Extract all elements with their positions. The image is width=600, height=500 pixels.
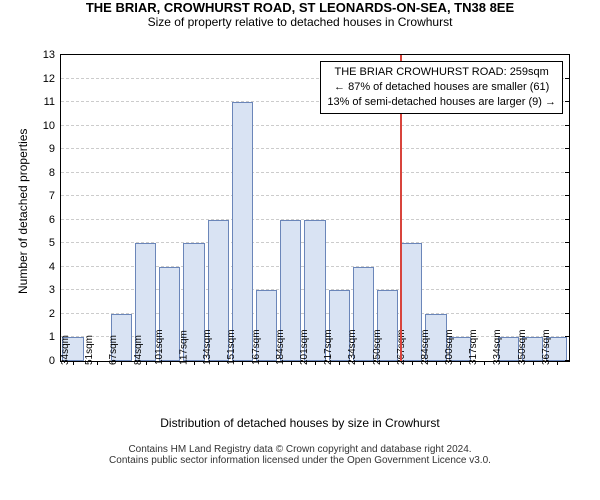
- x-tick-mark: [412, 361, 413, 365]
- y-tick-mark: [565, 148, 570, 149]
- x-tick-mark: [170, 361, 171, 365]
- y-tick-label: 12: [43, 73, 61, 85]
- y-tick-label: 8: [49, 167, 61, 179]
- x-tick-label: 367sqm: [539, 329, 552, 365]
- x-axis-label: Distribution of detached houses by size …: [0, 416, 600, 430]
- x-tick-label: 51sqm: [82, 335, 95, 365]
- y-tick-mark: [565, 313, 570, 314]
- bar-slot: 67sqm: [109, 55, 133, 361]
- y-tick-label: 9: [49, 143, 61, 155]
- x-tick-mark: [339, 361, 340, 365]
- annotation-line-3: 13% of semi-detached houses are larger (…: [327, 95, 556, 110]
- chart-subtitle: Size of property relative to detached ho…: [0, 15, 600, 29]
- x-tick-label: 201sqm: [297, 329, 310, 365]
- x-tick-label: 317sqm: [466, 329, 479, 365]
- x-tick-mark: [73, 361, 74, 365]
- y-tick-label: 0: [49, 355, 61, 367]
- y-tick-mark: [565, 78, 570, 79]
- y-tick-mark: [565, 195, 570, 196]
- bar-slot: 101sqm: [158, 55, 182, 361]
- y-tick-mark: [565, 242, 570, 243]
- x-tick-mark: [460, 361, 461, 365]
- x-tick-mark: [557, 361, 558, 365]
- footer: Contains HM Land Registry data © Crown c…: [0, 444, 600, 466]
- annotation-line-2: ← 87% of detached houses are smaller (61…: [327, 80, 556, 95]
- x-tick-label: 234sqm: [346, 329, 359, 365]
- bar-slot: 117sqm: [182, 55, 206, 361]
- y-tick-label: 13: [43, 49, 61, 61]
- x-tick-label: 67sqm: [106, 335, 119, 365]
- x-tick-label: 117sqm: [177, 330, 190, 365]
- bar-slot: 34sqm: [61, 55, 85, 361]
- x-tick-mark: [97, 361, 98, 365]
- y-tick-mark: [565, 289, 570, 290]
- x-tick-label: 84sqm: [131, 335, 144, 365]
- x-tick-mark: [484, 361, 485, 365]
- x-tick-mark: [121, 361, 122, 365]
- y-tick-mark: [565, 336, 570, 337]
- y-tick-mark: [565, 219, 570, 220]
- bar-slot: 134sqm: [206, 55, 230, 361]
- x-tick-label: 250sqm: [370, 329, 383, 365]
- x-tick-label: 300sqm: [442, 329, 455, 365]
- x-tick-mark: [146, 361, 147, 365]
- y-tick-mark: [565, 266, 570, 267]
- x-tick-mark: [242, 361, 243, 365]
- x-tick-label: 284sqm: [418, 329, 431, 365]
- x-tick-mark: [388, 361, 389, 365]
- y-axis-label: Number of detached properties: [16, 129, 30, 294]
- footer-line-2: Contains public sector information licen…: [0, 455, 600, 466]
- y-tick-mark: [565, 101, 570, 102]
- y-tick-label: 10: [43, 120, 61, 132]
- x-tick-label: 134sqm: [200, 329, 213, 365]
- y-tick-mark: [565, 125, 570, 126]
- y-tick-label: 4: [49, 261, 61, 273]
- bar-slot: 51sqm: [85, 55, 109, 361]
- x-tick-mark: [291, 361, 292, 365]
- x-tick-mark: [363, 361, 364, 365]
- x-tick-mark: [533, 361, 534, 365]
- chart-title: THE BRIAR, CROWHURST ROAD, ST LEONARDS-O…: [0, 0, 600, 15]
- x-tick-label: 217sqm: [321, 329, 334, 365]
- x-tick-label: 334sqm: [491, 329, 504, 365]
- annotation-line-1: THE BRIAR CROWHURST ROAD: 259sqm: [327, 65, 556, 80]
- x-tick-mark: [315, 361, 316, 365]
- bar: [232, 102, 253, 361]
- y-tick-label: 11: [44, 96, 61, 108]
- y-tick-mark: [565, 54, 570, 55]
- x-tick-label: 184sqm: [273, 329, 286, 365]
- bar-slot: 84sqm: [134, 55, 158, 361]
- x-tick-label: 101sqm: [152, 329, 165, 365]
- x-tick-label: 167sqm: [249, 329, 262, 365]
- y-tick-mark: [565, 360, 570, 361]
- bar-slot: 151sqm: [230, 55, 254, 361]
- y-tick-label: 1: [49, 331, 61, 343]
- bar-slot: 167sqm: [255, 55, 279, 361]
- footer-line-1: Contains HM Land Registry data © Crown c…: [0, 444, 600, 455]
- y-tick-mark: [565, 172, 570, 173]
- x-tick-mark: [194, 361, 195, 365]
- x-tick-mark: [436, 361, 437, 365]
- y-tick-label: 7: [49, 190, 61, 202]
- x-tick-label: 350sqm: [515, 329, 528, 365]
- x-tick-mark: [218, 361, 219, 365]
- x-tick-label: 151sqm: [225, 329, 238, 365]
- annotation-box: THE BRIAR CROWHURST ROAD: 259sqm ← 87% o…: [320, 61, 563, 114]
- bar-slot: 184sqm: [279, 55, 303, 361]
- plot-area: 34sqm51sqm67sqm84sqm101sqm117sqm134sqm15…: [60, 54, 570, 362]
- x-tick-mark: [267, 361, 268, 365]
- x-tick-mark: [508, 361, 509, 365]
- y-tick-label: 5: [49, 237, 61, 249]
- y-tick-label: 6: [49, 214, 61, 226]
- y-tick-label: 3: [49, 284, 61, 296]
- y-tick-label: 2: [49, 308, 61, 320]
